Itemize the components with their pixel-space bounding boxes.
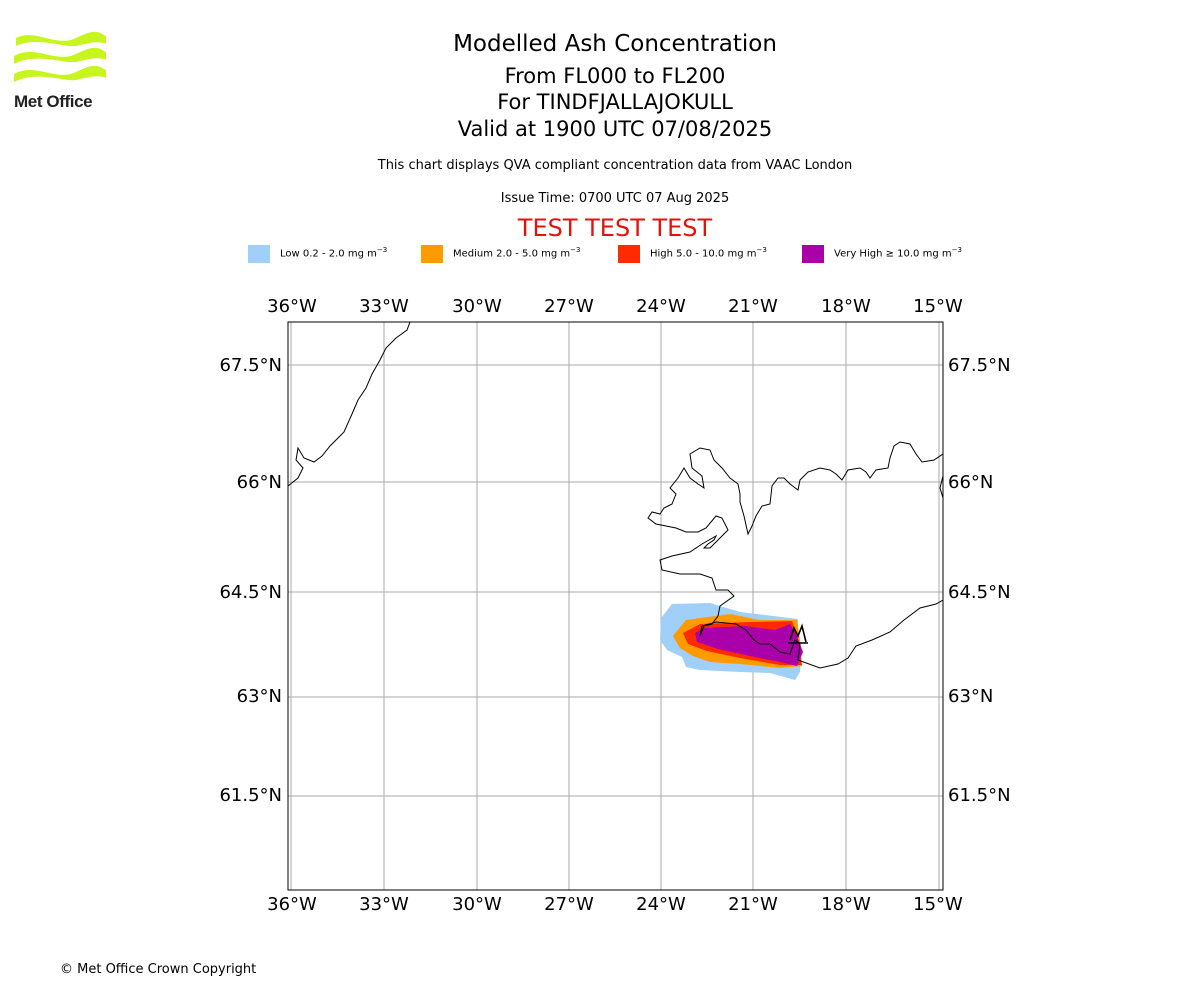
greenland-coastline [288, 322, 411, 487]
lat-label-left: 66°N [237, 472, 282, 493]
lat-labels-right: 67.5°N 66°N 64.5°N 63°N 61.5°N [948, 355, 1011, 806]
chart-title: Modelled Ash Concentration [453, 31, 777, 57]
legend-label-low: Low 0.2 - 2.0 mg m [280, 248, 377, 260]
flight-level-range: From FL000 to FL200 [504, 64, 726, 88]
lat-label-left: 64.5°N [219, 582, 282, 603]
lon-label-bottom: 27°W [544, 894, 594, 915]
lon-label-top: 30°W [452, 296, 502, 317]
met-office-wave-icon [14, 31, 106, 82]
volcano-icon [788, 623, 808, 644]
chart-description: This chart displays QVA compliant concen… [377, 158, 853, 173]
lon-label-bottom: 24°W [636, 894, 686, 915]
lon-label-top: 21°W [728, 296, 778, 317]
lon-label-bottom: 18°W [821, 894, 871, 915]
lat-labels-left: 67.5°N 66°N 64.5°N 63°N 61.5°N [219, 355, 282, 806]
legend-swatch-low [248, 245, 270, 263]
issue-time: Issue Time: 0700 UTC 07 Aug 2025 [500, 191, 730, 206]
lon-label-bottom: 15°W [913, 894, 963, 915]
valid-time: Valid at 1900 UTC 07/08/2025 [457, 117, 773, 141]
lat-label-right: 67.5°N [948, 355, 1011, 376]
lon-label-top: 27°W [544, 296, 594, 317]
lon-label-bottom: 33°W [359, 894, 409, 915]
lon-label-bottom: 21°W [728, 894, 778, 915]
met-office-logo: Met Office [14, 30, 108, 112]
ash-very-high-area [695, 624, 803, 666]
logo-wordmark: Met Office [14, 92, 93, 111]
lon-label-top: 18°W [821, 296, 871, 317]
lon-label-bottom: 30°W [452, 894, 502, 915]
lon-label-top: 36°W [267, 296, 317, 317]
lat-label-left: 67.5°N [219, 355, 282, 376]
iceland-coastline [647, 441, 943, 669]
legend-swatch-medium [421, 245, 443, 263]
test-banner: TEST TEST TEST [517, 214, 713, 242]
legend-swatch-high [618, 245, 640, 263]
legend-label-very-high: Very High ≥ 10.0 mg m [834, 248, 952, 260]
lat-label-left: 63°N [237, 686, 282, 707]
lon-labels-bottom: 36°W 33°W 30°W 27°W 24°W 21°W 18°W 15°W [267, 894, 963, 915]
lon-label-top: 24°W [636, 296, 686, 317]
lat-label-right: 61.5°N [948, 785, 1011, 806]
map-frame [287, 321, 944, 891]
lat-label-right: 63°N [948, 686, 993, 707]
legend-label-medium: Medium 2.0 - 5.0 mg m [453, 248, 571, 260]
lon-label-bottom: 36°W [267, 894, 317, 915]
legend-swatch-very-high [802, 245, 824, 263]
lon-label-top: 33°W [359, 296, 409, 317]
graticule [288, 322, 943, 890]
lat-label-left: 61.5°N [219, 785, 282, 806]
legend-label-high: High 5.0 - 10.0 mg m [650, 248, 757, 260]
volcano-name: For TINDFJALLAJOKULL [497, 90, 733, 114]
lat-label-right: 64.5°N [948, 582, 1011, 603]
lat-label-right: 66°N [948, 472, 993, 493]
lon-label-top: 15°W [913, 296, 963, 317]
copyright-notice: © Met Office Crown Copyright [60, 962, 257, 977]
lon-labels-top: 36°W 33°W 30°W 27°W 24°W 21°W 18°W 15°W [267, 296, 963, 317]
